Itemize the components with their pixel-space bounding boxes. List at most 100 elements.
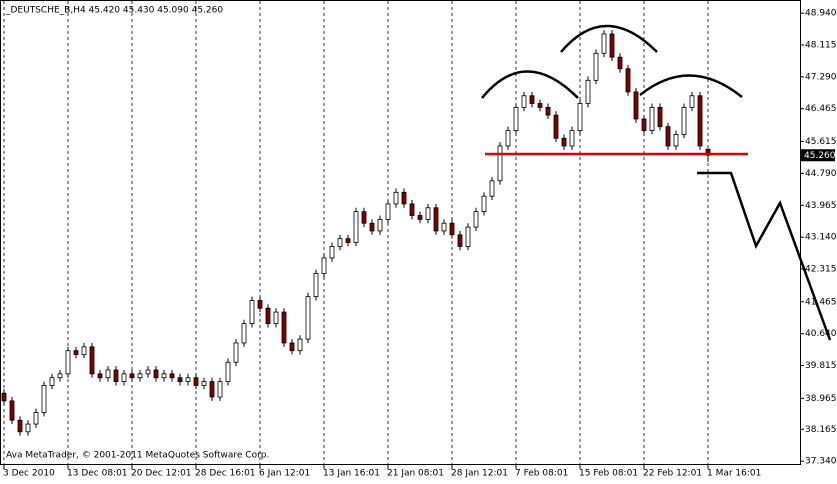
head-arc bbox=[560, 24, 658, 53]
x-tick-label: 7 Feb 08:01 bbox=[515, 469, 568, 479]
y-tick-label: 42.315 bbox=[805, 264, 837, 274]
y-tick-label: 44.790 bbox=[805, 169, 837, 179]
candle-body bbox=[41, 385, 47, 413]
candle-body bbox=[425, 207, 431, 220]
candle-body bbox=[201, 381, 207, 386]
candle-body bbox=[137, 373, 143, 379]
y-tick-label: 41.465 bbox=[805, 297, 837, 307]
copyright: Ava MetaTrader, © 2001-2011 MetaQuotes S… bbox=[6, 451, 269, 461]
candle-body bbox=[505, 130, 511, 147]
candle-body bbox=[257, 300, 263, 309]
y-tick-label: 39.815 bbox=[805, 361, 837, 371]
candle-body bbox=[665, 126, 671, 147]
y-tick-label: 48.940 bbox=[805, 9, 837, 19]
candle-body bbox=[33, 412, 39, 425]
chart-title: _DEUTSCHE_B,H4 45.420 45.430 45.090 45.2… bbox=[5, 6, 223, 16]
candle-body bbox=[457, 234, 463, 247]
candle-body bbox=[529, 95, 535, 104]
candle-body bbox=[673, 134, 679, 147]
candle-body bbox=[81, 346, 87, 355]
candle-body bbox=[233, 342, 239, 363]
candle-body bbox=[385, 203, 391, 220]
candle-body bbox=[633, 91, 639, 120]
candle-body bbox=[361, 211, 367, 224]
x-tick-label: 13 Dec 08:01 bbox=[67, 469, 128, 479]
candle-body bbox=[585, 79, 591, 104]
candle-body bbox=[545, 106, 551, 116]
candle-body bbox=[513, 106, 519, 131]
x-tick-label: 3 Dec 2010 bbox=[3, 469, 55, 479]
candle-body bbox=[569, 130, 575, 147]
candle-body bbox=[145, 369, 151, 375]
candle-body bbox=[209, 381, 215, 398]
x-tick-label: 1 Mar 16:01 bbox=[707, 469, 761, 479]
y-tick-label: 38.165 bbox=[805, 425, 837, 435]
candle-body bbox=[609, 33, 615, 58]
candle-body bbox=[353, 211, 359, 243]
candle-body bbox=[89, 346, 95, 375]
candle-body bbox=[313, 273, 319, 298]
candle-body bbox=[9, 400, 15, 421]
candle-body bbox=[473, 211, 479, 228]
candle-body bbox=[105, 369, 111, 379]
candle-body bbox=[281, 311, 287, 344]
candle-body bbox=[329, 246, 335, 259]
candle-body bbox=[433, 207, 439, 232]
left-shoulder-arc bbox=[481, 70, 579, 99]
x-tick-label: 20 Dec 12:01 bbox=[131, 469, 192, 479]
candle-body bbox=[681, 106, 687, 135]
candle-body bbox=[641, 118, 647, 131]
candle-body bbox=[409, 203, 415, 216]
candle-body bbox=[337, 238, 343, 247]
current-price-box bbox=[801, 149, 835, 162]
candle-body bbox=[273, 311, 279, 325]
x-tick-label: 13 Jan 16:01 bbox=[323, 469, 380, 479]
x-tick-label: 28 Dec 16:01 bbox=[195, 469, 256, 479]
candle-body bbox=[217, 381, 223, 398]
y-tick-label: 37.340 bbox=[805, 457, 837, 467]
x-tick-label: 15 Feb 08:01 bbox=[579, 469, 638, 479]
y-tick-label: 43.140 bbox=[805, 233, 837, 243]
y-tick-label: 43.965 bbox=[805, 201, 837, 211]
y-tick-label: 45.615 bbox=[805, 137, 837, 147]
x-tick-label: 21 Jan 08:01 bbox=[387, 469, 444, 479]
projection-line bbox=[697, 171, 832, 341]
candle-body bbox=[593, 52, 599, 81]
candle-body bbox=[489, 180, 495, 197]
candle-body bbox=[649, 106, 655, 131]
current-price-label: 45.260 bbox=[804, 151, 836, 161]
candle-body bbox=[177, 377, 183, 382]
candle-body bbox=[697, 95, 703, 147]
x-tick-label: 6 Jan 12:01 bbox=[259, 469, 310, 479]
candle-body bbox=[161, 373, 167, 379]
candle-body bbox=[441, 222, 447, 232]
candle-body bbox=[521, 95, 527, 108]
candle-body bbox=[417, 215, 423, 220]
candle-body bbox=[113, 369, 119, 382]
candle-body bbox=[553, 114, 559, 139]
candle-body bbox=[481, 195, 487, 213]
candle-body bbox=[49, 377, 55, 386]
candle-body bbox=[345, 238, 351, 243]
candle-body bbox=[169, 373, 175, 379]
candle-body bbox=[393, 191, 399, 205]
candle-body bbox=[577, 103, 583, 131]
y-tick-label: 46.465 bbox=[805, 104, 837, 114]
candle-body bbox=[465, 226, 471, 247]
candle-body bbox=[25, 423, 31, 433]
candle-body bbox=[153, 369, 159, 379]
annotations bbox=[481, 24, 832, 341]
y-tick-label: 48.115 bbox=[805, 40, 837, 50]
candle-body bbox=[305, 296, 311, 340]
x-tick-label: 28 Jan 12:01 bbox=[451, 469, 508, 479]
candle-body bbox=[1, 392, 7, 402]
candle-body bbox=[537, 103, 543, 108]
candle-body bbox=[185, 377, 191, 382]
candle-body bbox=[401, 191, 407, 205]
right-shoulder-arc bbox=[639, 74, 743, 98]
candle-body bbox=[369, 222, 375, 232]
candle-body bbox=[561, 137, 567, 147]
candle-body bbox=[689, 95, 695, 108]
candle-body bbox=[601, 33, 607, 54]
y-tick-label: 40.640 bbox=[805, 329, 837, 339]
